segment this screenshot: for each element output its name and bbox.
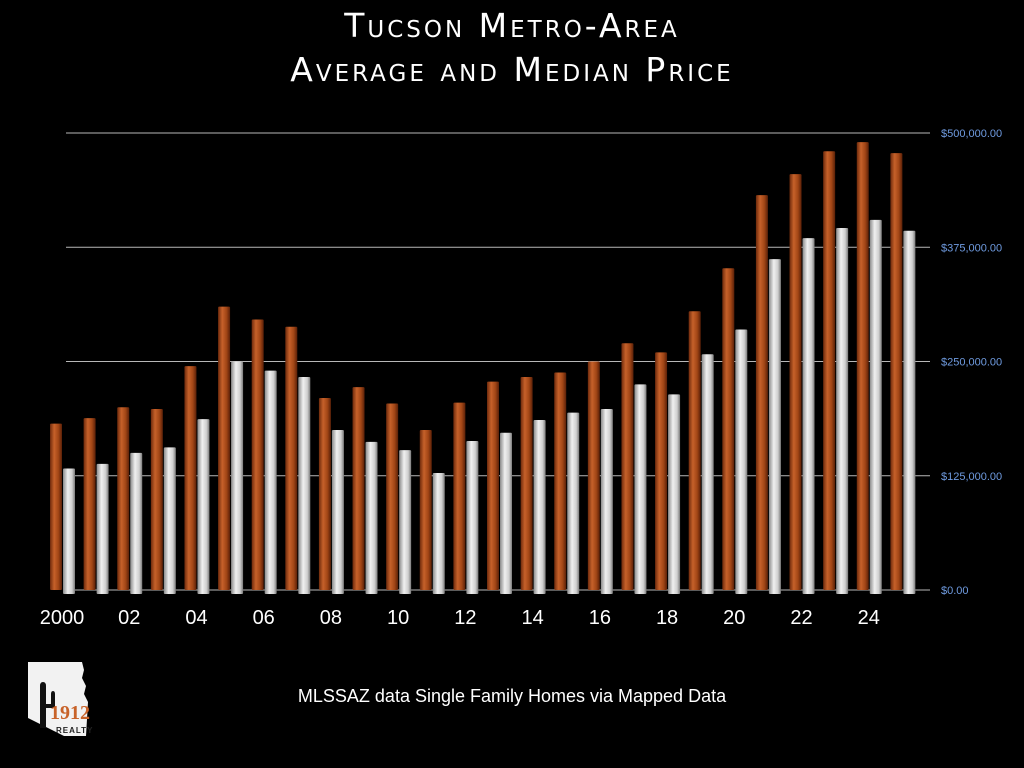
- y-tick-label: $125,000.00: [941, 471, 1002, 483]
- median-bar: [768, 259, 781, 594]
- median-bar: [735, 329, 748, 594]
- average-bar: [150, 409, 163, 590]
- median-bar: [500, 432, 512, 594]
- median-bar: [63, 468, 75, 594]
- median-bar: [163, 447, 176, 594]
- average-bar: [554, 372, 567, 590]
- x-tick-label: 06: [253, 607, 275, 629]
- average-bar: [823, 151, 836, 590]
- arizona-logo-icon: [28, 662, 88, 736]
- median-bar: [903, 230, 916, 594]
- median-bar: [701, 354, 714, 594]
- average-bar: [251, 319, 264, 590]
- y-tick-label: $250,000.00: [941, 357, 1002, 369]
- x-tick-label: 22: [790, 607, 812, 629]
- average-bar: [352, 387, 365, 590]
- x-tick-label: 20: [723, 607, 745, 629]
- average-bar: [318, 398, 331, 590]
- median-bar: [567, 412, 580, 594]
- source-note: MLSSAZ data Single Family Homes via Mapp…: [297, 686, 727, 706]
- median-bar: [466, 441, 479, 594]
- average-bar: [487, 381, 499, 590]
- median-bar: [600, 409, 613, 594]
- x-tick-label: 02: [118, 607, 140, 629]
- median-bar: [298, 377, 311, 594]
- median-bar: [802, 238, 815, 595]
- average-bar: [755, 195, 768, 591]
- x-tick-label: 04: [185, 607, 207, 629]
- median-bar: [331, 430, 344, 594]
- logo-text: 1912: [50, 702, 90, 724]
- average-bar: [789, 174, 802, 590]
- median-bar: [869, 219, 882, 594]
- average-bar: [218, 306, 231, 590]
- median-bar: [96, 463, 109, 594]
- x-tick-label: 14: [521, 607, 543, 629]
- median-bar: [668, 394, 681, 594]
- average-bar: [83, 418, 96, 590]
- average-bar: [587, 361, 600, 590]
- y-axis-ticks: $0.00 $125,000.00 $250,000.00 $375,000.00 $5…: [941, 128, 1002, 597]
- median-bar: [432, 473, 445, 594]
- median-bar: [264, 370, 277, 594]
- average-bar: [386, 403, 399, 590]
- y-tick-label: $0.00: [941, 585, 969, 597]
- median-bar: [365, 441, 378, 594]
- x-tick-label: 08: [320, 607, 342, 629]
- average-bar: [655, 352, 668, 590]
- bars: [50, 142, 916, 595]
- logo-subtext: REALTY: [56, 726, 94, 735]
- median-bar: [197, 419, 210, 594]
- average-bar: [890, 153, 903, 590]
- average-bar: [520, 377, 533, 590]
- average-bar: [419, 430, 432, 590]
- median-bar: [533, 419, 546, 594]
- median-bar: [231, 361, 244, 594]
- average-bar: [688, 311, 701, 590]
- y-tick-label: $500,000.00: [941, 128, 1002, 140]
- median-bar: [634, 384, 647, 594]
- average-bar: [856, 142, 869, 590]
- x-tick-label: 12: [454, 607, 476, 629]
- median-bar: [130, 452, 143, 594]
- average-bar: [184, 366, 197, 590]
- x-axis-ticks: 2000 02 04 06 08 10 12 14 16 18 20 22 24: [40, 607, 880, 629]
- chart-title-line-1: Tucson Metro-Area: [344, 6, 680, 45]
- average-bar: [117, 407, 130, 590]
- chart-title-line-2: Average and Median Price: [290, 50, 734, 89]
- x-tick-label: 24: [858, 607, 880, 629]
- average-bar: [285, 326, 298, 590]
- median-bar: [399, 450, 412, 594]
- y-tick-label: $375,000.00: [941, 242, 1002, 254]
- x-tick-label: 16: [589, 607, 611, 629]
- average-bar: [50, 423, 62, 590]
- x-tick-label: 10: [387, 607, 409, 629]
- average-bar: [453, 402, 466, 590]
- average-bar: [621, 343, 634, 590]
- x-tick-label: 18: [656, 607, 678, 629]
- average-bar: [722, 268, 735, 590]
- median-bar: [836, 228, 849, 594]
- x-tick-label: 2000: [40, 607, 85, 629]
